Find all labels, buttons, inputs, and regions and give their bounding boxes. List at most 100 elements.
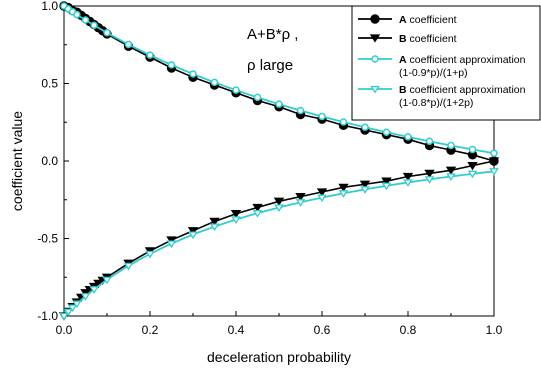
data-point	[124, 40, 133, 49]
y-axis-title: coefficient value	[9, 111, 25, 211]
data-point	[63, 308, 74, 317]
data-point	[274, 204, 284, 212]
legend-item: B coefficient	[358, 33, 457, 45]
data-point	[252, 203, 263, 213]
data-point	[338, 190, 349, 198]
data-point	[232, 86, 240, 94]
data-point	[189, 70, 197, 78]
data-point	[89, 286, 99, 294]
annotation-line1: A+B*ρ ,	[247, 26, 298, 43]
data-point	[360, 186, 370, 194]
legend-label: A coefficient approximation	[399, 54, 526, 66]
x-tick-label: 0.8	[400, 323, 417, 337]
x-tick-label: 0.2	[142, 323, 159, 337]
data-point	[338, 183, 349, 193]
series-1	[58, 157, 500, 321]
data-point	[123, 262, 134, 271]
series-approx-2	[60, 2, 498, 157]
series-line	[63, 170, 495, 317]
legend-marker	[370, 14, 380, 24]
data-point	[424, 176, 435, 184]
data-point	[90, 21, 98, 30]
y-tick-label: -0.5	[37, 232, 58, 246]
data-point	[296, 106, 305, 115]
legend-item: B coefficient approximation(1-0.8*p)/(1+…	[358, 84, 526, 109]
series-layer	[58, 1, 500, 321]
data-point	[231, 216, 241, 225]
data-point	[146, 51, 154, 59]
legend-label: B coefficient	[399, 33, 457, 45]
legend-label: A coefficient	[399, 14, 457, 26]
data-point	[252, 210, 263, 218]
data-point	[425, 137, 434, 146]
data-point	[445, 166, 457, 175]
data-point	[73, 10, 81, 19]
data-point	[209, 217, 220, 227]
data-point	[167, 61, 176, 69]
data-point	[275, 100, 283, 108]
data-point	[446, 173, 456, 181]
legend-label-prefix: A	[399, 54, 407, 66]
legend-label-rest: coefficient	[407, 33, 457, 45]
data-point	[424, 169, 435, 179]
data-point	[103, 29, 111, 37]
legend-label-rest: coefficient approximation	[407, 54, 526, 66]
x-tick-label: 0.4	[228, 323, 245, 337]
legend-item: A coefficient approximation(1-0.9*p)/(1+…	[358, 54, 526, 79]
data-point	[166, 240, 177, 249]
data-point	[489, 168, 499, 176]
y-tick-label: 1.0	[41, 0, 58, 13]
data-point	[467, 170, 478, 179]
legend-label-prefix: B	[399, 33, 407, 45]
data-point	[447, 141, 455, 150]
data-point	[316, 188, 328, 197]
x-tick-label: 1.0	[486, 323, 503, 337]
data-point	[295, 199, 306, 207]
data-point	[209, 223, 220, 232]
annotation-line2: ρ large	[247, 57, 293, 74]
legend-label-formula: (1-0.9*p)/(1+p)	[399, 67, 468, 79]
data-point	[381, 177, 392, 186]
legend-marker	[370, 85, 380, 94]
legend-label-rest: coefficient	[407, 14, 457, 26]
data-point	[187, 227, 199, 236]
data-point	[253, 93, 262, 102]
data-point	[467, 162, 478, 171]
legend-box	[351, 5, 541, 121]
data-point	[381, 182, 392, 191]
data-point	[361, 123, 369, 132]
series-approx-3	[59, 168, 499, 321]
legend-label-prefix: A	[399, 14, 407, 26]
data-point	[402, 172, 414, 182]
data-point	[468, 145, 477, 154]
data-point	[359, 180, 371, 189]
data-point	[81, 16, 90, 24]
data-point	[382, 128, 391, 136]
legend-label-rest: coefficient approximation	[407, 84, 526, 96]
data-point	[230, 210, 242, 219]
x-axis-title: deceleration probability	[207, 349, 351, 365]
legend-label: B coefficient approximation	[399, 84, 526, 96]
data-point	[317, 194, 327, 203]
data-point	[102, 276, 112, 285]
data-point	[403, 179, 413, 187]
data-point	[318, 112, 326, 121]
data-point	[67, 304, 78, 313]
data-point	[273, 197, 285, 206]
data-point	[339, 118, 348, 126]
data-point	[72, 300, 82, 309]
data-point	[145, 250, 155, 259]
legend-label-prefix: B	[399, 84, 407, 96]
data-point	[80, 293, 91, 301]
x-tick-label: 0.0	[56, 323, 73, 337]
y-tick-label: -1.0	[37, 309, 58, 323]
data-point	[488, 157, 500, 166]
y-tick-label: 0.5	[41, 77, 58, 91]
data-point	[210, 78, 219, 87]
legend-marker	[371, 55, 379, 63]
data-point	[59, 312, 69, 321]
data-point	[490, 149, 498, 157]
data-point	[404, 133, 412, 141]
